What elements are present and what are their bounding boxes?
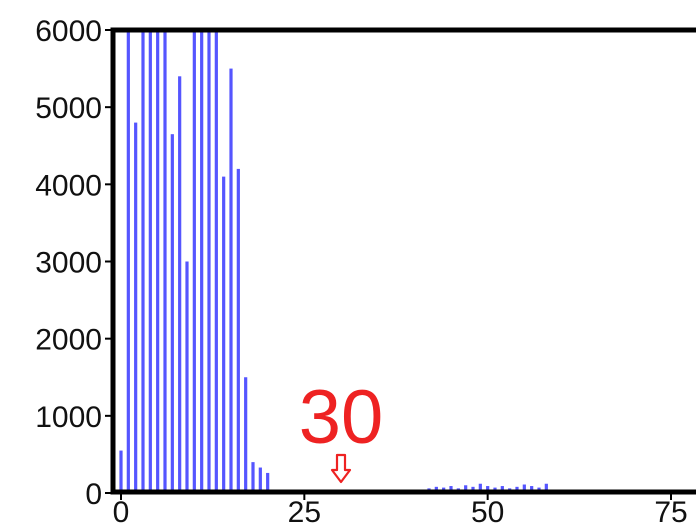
bar [229, 68, 233, 492]
bar [449, 486, 453, 492]
bar [266, 472, 270, 492]
bar [515, 486, 519, 492]
bar [434, 486, 438, 492]
bar [544, 483, 548, 492]
bar [200, 30, 204, 492]
bar [178, 76, 182, 493]
annotation-label: 30 [299, 375, 384, 460]
bar [471, 486, 475, 492]
y-axis-ticks: 0 1000 2000 3000 4000 5000 6000 [35, 15, 113, 511]
x-tick-label: 50 [471, 496, 504, 528]
bar [530, 486, 534, 492]
bar [170, 134, 174, 493]
bar [244, 377, 248, 492]
bar [251, 462, 255, 492]
bar [126, 30, 130, 492]
bar [141, 30, 145, 492]
bar [522, 484, 526, 492]
bar [185, 261, 189, 492]
bar [478, 483, 482, 492]
bar [258, 467, 262, 492]
bar [156, 30, 160, 492]
y-tick-label: 1000 [35, 401, 102, 434]
y-tick-label: 6000 [35, 15, 102, 48]
bar [192, 30, 196, 492]
bar [134, 122, 138, 492]
y-tick-label: 2000 [35, 324, 102, 357]
y-tick-label: 0 [85, 478, 102, 511]
bar [464, 485, 468, 492]
x-tick-label: 75 [654, 496, 687, 528]
x-axis-ticks: 0 25 50 75 [113, 492, 688, 528]
bar [207, 30, 211, 492]
bars-group [119, 30, 548, 493]
bar [148, 30, 152, 492]
y-tick-label: 3000 [35, 247, 102, 280]
x-tick-label: 0 [113, 496, 130, 528]
bar [214, 30, 218, 492]
y-tick-label: 4000 [35, 169, 102, 202]
bar [119, 450, 123, 492]
bar [236, 168, 240, 492]
bar [222, 176, 226, 492]
down-arrow-icon [330, 453, 352, 484]
bar [163, 30, 167, 492]
bar [486, 486, 490, 492]
bar [500, 486, 504, 492]
y-tick-label: 5000 [35, 92, 102, 125]
x-tick-label: 25 [288, 496, 321, 528]
